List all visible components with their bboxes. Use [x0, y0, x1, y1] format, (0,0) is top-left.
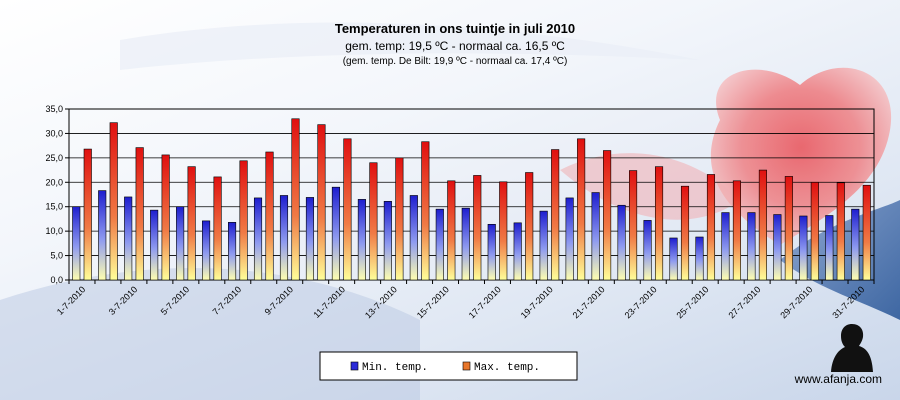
bar-max-temp — [758, 169, 767, 281]
bar-max-temp — [265, 151, 274, 281]
bar-min-temp — [825, 215, 834, 281]
y-tick-label: 5,0 — [50, 251, 63, 261]
x-tick-label: 25-7-2010 — [675, 284, 711, 320]
bar-min-temp — [305, 197, 315, 281]
bar-max-temp — [862, 184, 871, 281]
y-tick-label: 15,0 — [45, 202, 63, 212]
bar-min-temp — [695, 236, 704, 281]
y-tick-label: 0,0 — [50, 275, 63, 285]
chart-title: Temperaturen in ons tuintje in juli 2010 — [335, 21, 575, 36]
bar-min-temp — [98, 190, 107, 281]
plot-area: 0,0 5,0 10,0 15,0 20,0 25,0 30,0 35,0 1-7-2010 3-… — [45, 104, 875, 320]
bar-min-temp — [851, 208, 860, 281]
y-tick-label: 35,0 — [45, 104, 63, 114]
bar-min-temp — [773, 214, 782, 281]
bar-min-temp — [72, 206, 81, 281]
x-tick-label: 29-7-2010 — [778, 284, 814, 320]
x-tick-label: 9-7-2010 — [263, 284, 296, 317]
bar-max-temp — [551, 149, 560, 281]
bar-max-temp — [629, 170, 638, 281]
legend-box — [319, 351, 578, 381]
bar-max-temp — [395, 157, 404, 281]
y-tick-label: 25,0 — [45, 153, 63, 163]
bar-max-temp — [525, 172, 534, 281]
bar-min-temp — [461, 207, 470, 281]
bar-min-temp — [150, 209, 159, 281]
bar-min-temp — [643, 220, 652, 281]
bar-max-temp — [836, 182, 845, 281]
bar-max-temp — [706, 174, 716, 281]
bar-max-temp — [421, 141, 430, 281]
bar-min-temp — [435, 208, 444, 281]
bar-min-temp — [383, 201, 392, 281]
bar-max-temp — [213, 176, 222, 281]
bar-min-temp — [357, 199, 366, 281]
silhouette-logo — [831, 324, 873, 372]
legend: Min. temp. Max. temp. — [319, 351, 578, 381]
bar-max-temp — [135, 147, 144, 281]
bar-max-temp — [680, 185, 690, 281]
y-tick-label: 20,0 — [45, 177, 63, 187]
bar-max-temp — [654, 166, 664, 281]
bar-max-temp — [239, 160, 248, 281]
bar-max-temp — [577, 138, 586, 281]
x-tick-label: 31-7-2010 — [830, 284, 866, 320]
x-tick-label: 7-7-2010 — [211, 284, 244, 317]
y-tick-label: 30,0 — [45, 128, 63, 138]
bar-min-temp — [591, 192, 600, 281]
bar-min-temp — [331, 186, 340, 281]
bar-min-temp — [617, 204, 626, 281]
bar-min-temp — [487, 224, 496, 281]
x-tick-label: 13-7-2010 — [363, 284, 399, 320]
chart-subtitle: gem. temp: 19,5 ºC - normaal ca. 16,5 ºC — [345, 39, 565, 53]
bar-max-temp — [473, 175, 482, 281]
bar-min-temp — [513, 222, 522, 281]
x-tick-label: 11-7-2010 — [311, 284, 347, 320]
bar-min-temp — [669, 237, 678, 281]
bar-min-temp — [747, 212, 756, 281]
bar-min-temp — [202, 220, 211, 281]
bar-max-temp — [499, 181, 508, 281]
x-tick-label: 17-7-2010 — [467, 284, 503, 320]
bar-min-temp — [279, 195, 289, 281]
x-tick-label: 27-7-2010 — [726, 284, 762, 320]
bar-min-temp — [721, 212, 730, 281]
x-tick-label: 1-7-2010 — [55, 284, 88, 317]
bar-max-temp — [161, 154, 170, 281]
x-tick-label: 19-7-2010 — [519, 284, 555, 320]
bar-max-temp — [109, 122, 118, 281]
bar-max-temp — [291, 118, 300, 281]
x-tick-label: 21-7-2010 — [571, 284, 607, 320]
bar-min-temp — [409, 195, 418, 281]
bar-min-temp — [539, 210, 548, 281]
bar-max-temp — [732, 180, 741, 281]
bar-min-temp — [565, 197, 574, 281]
x-tick-label: 3-7-2010 — [107, 284, 140, 317]
x-tick-label: 5-7-2010 — [159, 284, 192, 317]
bar-min-temp — [176, 206, 185, 281]
bar-min-temp — [228, 222, 237, 281]
bar-max-temp — [810, 181, 819, 281]
x-tick-label: 23-7-2010 — [623, 284, 659, 320]
x-tick-label: 15-7-2010 — [415, 284, 451, 320]
bar-max-temp — [187, 166, 196, 281]
watermark-text: www.afanja.com — [794, 372, 882, 386]
chart-subtitle-2: (gem. temp. De Bilt: 19,9 ºC - normaal c… — [343, 56, 568, 67]
bar-max-temp — [83, 148, 92, 281]
legend-label-max: Max. temp. — [474, 362, 540, 374]
bar-min-temp — [124, 196, 133, 281]
legend-label-min: Min. temp. — [362, 362, 428, 374]
bar-min-temp — [799, 215, 808, 281]
bar-max-temp — [343, 138, 352, 281]
legend-swatch-min — [350, 361, 359, 371]
bar-max-temp — [317, 124, 326, 281]
bar-max-temp — [784, 176, 793, 281]
bar-max-temp — [369, 162, 378, 281]
bar-max-temp — [447, 180, 456, 281]
legend-swatch-max — [462, 361, 471, 371]
y-tick-label: 10,0 — [45, 226, 63, 236]
bar-max-temp — [603, 150, 612, 281]
bar-min-temp — [253, 197, 263, 281]
